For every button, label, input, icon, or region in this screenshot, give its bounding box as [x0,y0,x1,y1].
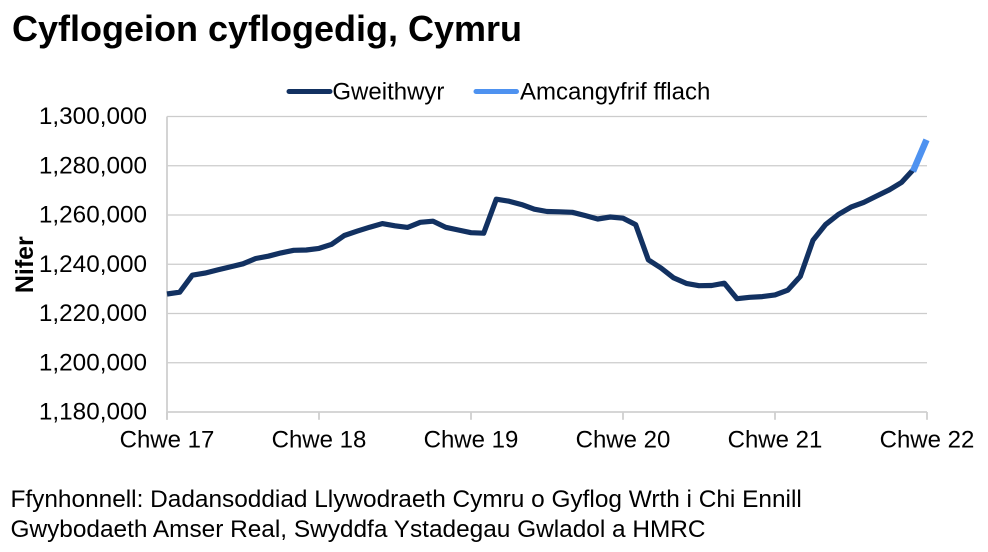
svg-text:Gweithwyr: Gweithwyr [332,78,444,105]
svg-text:Chwe 20: Chwe 20 [576,426,671,453]
svg-text:1,260,000: 1,260,000 [39,202,147,229]
svg-text:Chwe 17: Chwe 17 [120,426,215,453]
svg-text:Chwe 21: Chwe 21 [728,426,823,453]
svg-text:1,300,000: 1,300,000 [39,103,147,130]
svg-text:1,180,000: 1,180,000 [39,399,147,426]
svg-text:Chwe 18: Chwe 18 [272,426,367,453]
svg-text:1,200,000: 1,200,000 [39,349,147,376]
svg-text:Chwe 19: Chwe 19 [424,426,519,453]
svg-text:Nifer: Nifer [11,236,39,293]
svg-text:Chwe 22: Chwe 22 [880,426,975,453]
svg-text:1,220,000: 1,220,000 [39,300,147,327]
svg-text:1,280,000: 1,280,000 [39,152,147,179]
svg-text:Amcangyfrif fflach: Amcangyfrif fflach [520,78,710,105]
svg-text:1,240,000: 1,240,000 [39,251,147,278]
